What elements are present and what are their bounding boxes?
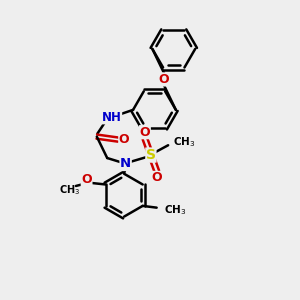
Text: O: O bbox=[152, 171, 162, 184]
Text: O: O bbox=[159, 73, 170, 86]
Text: NH: NH bbox=[102, 111, 122, 124]
Text: CH$_3$: CH$_3$ bbox=[59, 184, 80, 197]
Text: O: O bbox=[119, 133, 130, 146]
Text: S: S bbox=[146, 148, 156, 162]
Text: N: N bbox=[120, 158, 131, 170]
Text: CH$_3$: CH$_3$ bbox=[164, 203, 187, 217]
Text: O: O bbox=[81, 172, 92, 186]
Text: O: O bbox=[140, 126, 150, 139]
Text: CH$_3$: CH$_3$ bbox=[173, 135, 196, 148]
